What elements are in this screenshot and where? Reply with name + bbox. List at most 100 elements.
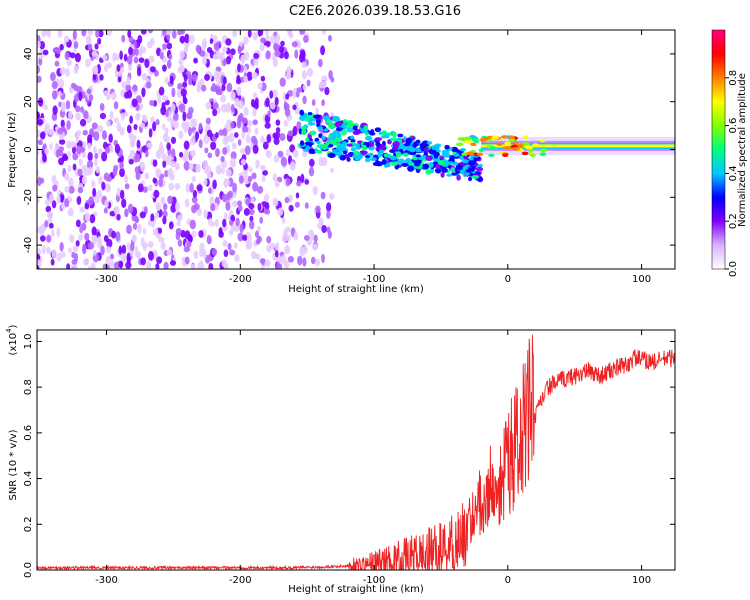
heatmap-speckle: [283, 120, 289, 127]
heatmap-speckle: [91, 122, 98, 130]
heatmap-speckle: [97, 148, 103, 155]
snr-y-label: SNR (10 * v/v): [8, 429, 19, 500]
heatmap-signal-blob: [328, 124, 336, 129]
heatmap-speckle: [284, 196, 290, 204]
heatmap-speckle: [212, 34, 218, 44]
heatmap-speckle: [148, 30, 153, 34]
heatmap-speckle: [139, 211, 146, 219]
heatmap-speckle: [103, 234, 109, 243]
heatmap-speckle: [280, 254, 287, 265]
heatmap-speckle: [254, 127, 259, 136]
heatmap-speckle: [285, 93, 290, 100]
heatmap-speckle: [152, 121, 157, 132]
heatmap-speckle: [285, 226, 291, 233]
heatmap-speckle: [239, 223, 244, 234]
heatmap-speckle: [94, 152, 99, 160]
heatmap-signal-blob: [423, 151, 428, 156]
heatmap-signal-blob: [346, 157, 351, 162]
heatmap-speckle: [277, 150, 284, 158]
heatmap-speckle: [75, 240, 80, 247]
heatmap-speckle: [95, 30, 100, 38]
heatmap-speckle: [127, 203, 134, 214]
heatmap-signal-blob: [365, 135, 373, 141]
snr-x-tick-label: -200: [229, 575, 252, 586]
heatmap-tone-blob: [457, 137, 464, 141]
heatmap-speckle: [183, 160, 190, 171]
heatmap-speckle: [183, 74, 188, 82]
heatmap-speckle: [54, 60, 60, 67]
heatmap-speckle: [87, 151, 93, 162]
heatmap-speckle: [113, 261, 120, 269]
heatmap-speckle: [180, 30, 186, 35]
heatmap-speckle: [59, 242, 64, 252]
heatmap-speckle: [66, 58, 72, 67]
heatmap-signal-blob: [299, 109, 305, 116]
heatmap-speckle: [56, 227, 61, 238]
heatmap-speckle: [87, 142, 92, 150]
heatmap-speckle: [208, 217, 212, 226]
heatmap-speckle: [198, 122, 203, 131]
heatmap-tone-blob: [539, 148, 548, 153]
heatmap-signal-blob: [352, 125, 358, 131]
heatmap-speckle: [83, 110, 89, 120]
heatmap-speckle: [232, 182, 238, 193]
heatmap-speckle: [178, 151, 184, 158]
heatmap-signal-blob: [381, 130, 388, 136]
heatmap-speckle: [157, 96, 162, 104]
heatmap-speckle: [217, 107, 221, 114]
heatmap-speckle: [206, 235, 212, 245]
heatmap-speckle: [113, 53, 120, 61]
heatmap-speckle: [149, 66, 156, 73]
heatmap-speckle: [248, 202, 255, 210]
heatmap-speckle: [232, 30, 238, 38]
heatmap-speckle: [84, 212, 91, 222]
heatmap-speckle: [277, 207, 284, 216]
heatmap-speckle: [237, 45, 242, 55]
heatmap-speckle: [126, 124, 132, 134]
heatmap-speckle: [211, 248, 218, 256]
heatmap-speckle: [244, 176, 248, 185]
heatmap-speckle: [202, 249, 207, 259]
heatmap-speckle: [119, 167, 125, 178]
heatmap-speckle: [301, 61, 307, 69]
heatmap-speckle: [313, 234, 318, 243]
heatmap-signal-blob: [320, 143, 329, 151]
heatmap-speckle: [179, 64, 185, 73]
heatmap-speckle: [160, 196, 166, 205]
heatmap-speckle: [291, 41, 298, 48]
heatmap-tone-blob: [521, 151, 529, 156]
heatmap-speckle: [241, 117, 248, 124]
heatmap-speckle: [274, 96, 279, 106]
heatmap-signal-blob: [456, 174, 461, 181]
heatmap-tone-blob: [460, 147, 466, 152]
heatmap-speckle: [106, 175, 113, 182]
heatmap-signal-blob: [423, 164, 428, 169]
heatmap-speckle: [166, 249, 173, 256]
heatmap-speckle: [223, 249, 229, 258]
heatmap-signal-blob: [467, 176, 473, 182]
heatmap-speckle: [215, 85, 221, 96]
heatmap-speckle: [193, 57, 198, 64]
heatmap-speckle: [103, 63, 109, 73]
heatmap-speckle: [304, 179, 310, 185]
heatmap-speckle: [146, 260, 152, 269]
heatmap-signal-blob: [299, 140, 305, 146]
heatmap-speckle: [134, 166, 140, 174]
heatmap-speckle: [101, 181, 106, 191]
heatmap-speckle: [229, 249, 236, 256]
heatmap-speckle: [206, 46, 213, 54]
heatmap-signal-blob: [340, 129, 347, 136]
heatmap-tone-blob: [504, 141, 511, 145]
heatmap-tone-blob: [466, 151, 475, 156]
heatmap-signal-blob: [301, 129, 307, 136]
heatmap-speckle: [180, 88, 187, 97]
heatmap-speckle: [259, 216, 264, 224]
heatmap-signal-blob: [298, 115, 307, 122]
heatmap-speckle: [227, 242, 232, 251]
heatmap-speckle: [273, 154, 280, 163]
heatmap-speckle: [237, 232, 244, 242]
heatmap-speckle: [237, 139, 242, 146]
heatmap-speckle: [45, 198, 50, 207]
heatmap-speckle: [93, 145, 97, 154]
heatmap-speckle: [109, 260, 115, 269]
